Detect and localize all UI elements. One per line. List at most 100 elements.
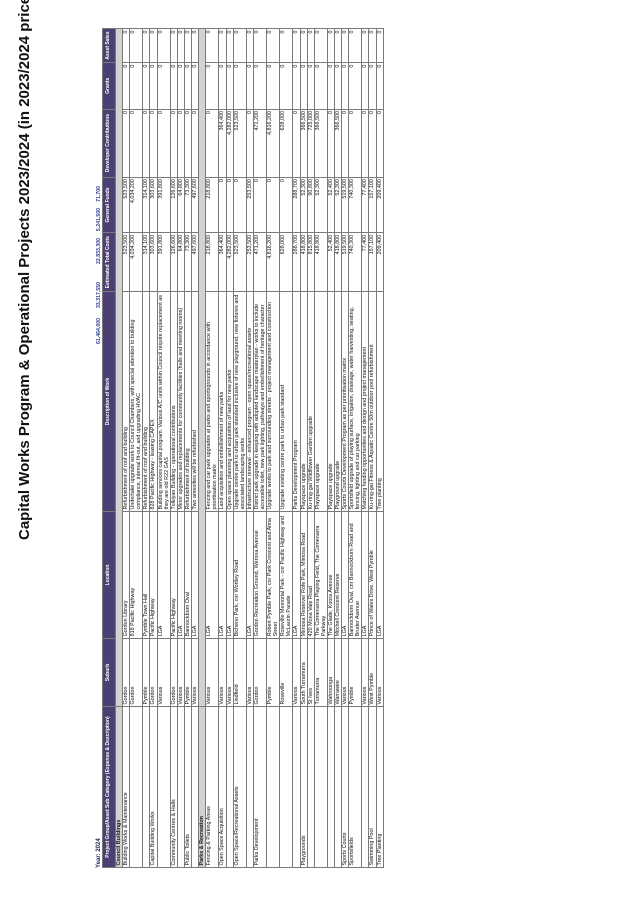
cell-developer-contributions: 0 (376, 109, 384, 178)
cell-location: Gordon Library (122, 511, 130, 639)
cell-general-funds: 126,600 (170, 177, 178, 233)
table-row: Parks Development Gordon Gordon Recreation… (253, 28, 267, 868)
cell-description: Land acquisition and embellishment of ne… (218, 291, 226, 512)
cell-general-funds: 77,400 (361, 177, 369, 233)
cell-developer-contributions: 0 (348, 109, 362, 178)
cell-general-funds: 73,300 (184, 177, 192, 233)
cell-general-funds: 0 (279, 177, 293, 233)
header-estimated-total: Estimated Total Costs (102, 232, 116, 292)
cell-location: LGA (191, 511, 199, 639)
cell-project-group (266, 706, 280, 868)
cell-location: Pacific Highway (170, 511, 178, 639)
cell-project-group: Open Space/Recreational Assets (233, 706, 247, 868)
cell-grants: 0 (307, 62, 315, 110)
table-row: Turramurra The Comenarra Playing Field, T… (314, 28, 328, 868)
cell-grants: 0 (266, 62, 280, 110)
cell-suburb: South Turramurra (300, 638, 308, 707)
cell-project-group (292, 706, 301, 868)
cell-grants: 0 (191, 62, 199, 110)
cell-asset-sales: 0 (334, 28, 342, 63)
cell-description: Refurbishment of roof and building (122, 291, 130, 512)
cell-location: Bannockburn Oval (184, 511, 192, 639)
cell-developer-contributions: 0 (327, 109, 335, 178)
cell-developer-contributions: 366,500 (300, 109, 308, 178)
cell-developer-contributions: 4,282,000 (226, 109, 234, 178)
cell-description: Playground upgrade (334, 291, 342, 512)
cell-project-group: Swimming Pool (368, 706, 377, 868)
cell-developer-contributions: 4,816,200 (266, 109, 280, 178)
cell-general-funds: 209,400 (376, 177, 384, 233)
cell-asset-sales: 0 (368, 28, 377, 63)
cell-general-funds: 314,100 (142, 177, 150, 233)
cell-suburb: Various (376, 638, 384, 707)
cell-project-group: Fencing & Parking Areas (205, 706, 219, 868)
table-row: Open Space/Recreational Assets Lindfield B… (233, 28, 247, 868)
section-row: Parks & Recreation (198, 28, 206, 868)
cell-description: District park upgrade in keeping with ad… (253, 291, 267, 512)
cell-developer-contributions: 0 (122, 109, 130, 178)
cell-description: Upgrade works to park and surrounding st… (266, 291, 280, 512)
cell-location: LGA (177, 511, 185, 639)
cell-estimated-total: 4,282,000 (226, 232, 234, 292)
cell-location: LGA (226, 511, 234, 639)
cell-description: Matching funding opportunities and desig… (361, 291, 369, 512)
cell-project-group: Tree Planting (376, 706, 384, 868)
cell-suburb: Various (191, 638, 199, 707)
cell-grants: 0 (205, 62, 219, 110)
cell-location: Pacific Highway (149, 511, 158, 639)
cell-asset-sales: 0 (226, 28, 234, 63)
table-row: Various LGA Two amenities will be refurbis… (191, 28, 199, 868)
table-row: Roseville Roseville Memorial Park - cnr P… (279, 28, 293, 868)
cell-general-funds: 523,500 (122, 177, 130, 233)
cell-location: LGA (157, 511, 171, 639)
cell-estimated-total: 740,300 (348, 232, 362, 292)
cell-asset-sales: 0 (184, 28, 192, 63)
cell-developer-contributions: 0 (292, 109, 301, 178)
cell-general-funds: 303,600 (149, 177, 158, 233)
section-row: Council Buildings (115, 28, 123, 868)
cell-suburb: Pymble (266, 638, 280, 707)
cell-description: Sports Courts Development Program as per… (341, 291, 349, 512)
cell-description: Refurbishment of building (184, 291, 192, 512)
cell-asset-sales: 0 (205, 28, 219, 63)
cell-estimated-total: 218,800 (205, 232, 219, 292)
cell-asset-sales: 0 (142, 28, 150, 63)
cell-project-group (191, 706, 199, 868)
table-row: Swimming Pool West Pymble Prince of Wales … (368, 28, 377, 868)
total-general-funds: 33,317,550 (95, 282, 102, 308)
header-location: Location (102, 511, 116, 639)
cell-asset-sales: 0 (177, 28, 185, 63)
cell-project-group (129, 706, 143, 868)
cell-general-funds: 0 (218, 177, 226, 233)
rotated-table-page: Year: 2024 61,464,000 33,317,550 22,833,… (94, 28, 384, 868)
cell-description: Playspace upgrade (327, 291, 335, 512)
cell-project-group (246, 706, 254, 868)
cell-developer-contributions: 471,200 (253, 109, 267, 178)
cell-developer-contributions: 364,400 (218, 109, 226, 178)
cell-estimated-total: 628,000 (279, 232, 293, 292)
cell-estimated-total: 4,816,200 (266, 232, 280, 292)
cell-project-group (361, 706, 369, 868)
cell-project-group (279, 706, 293, 868)
cell-suburb: Lindfield (233, 638, 247, 707)
cell-project-group (142, 706, 150, 868)
cell-estimated-total: 314,100 (142, 232, 150, 292)
cell-location: LGA (361, 511, 369, 639)
cell-suburb: Various (292, 638, 301, 707)
cell-location: LGA (292, 511, 301, 639)
cell-general-funds: 90,800 (307, 177, 315, 233)
section-title: Parks & Recreation (198, 706, 206, 868)
cell-description: Tulkiyan Building - operational contribu… (170, 291, 178, 512)
page-title: Capital Works Program & Operational Proj… (16, 0, 33, 540)
cell-estimated-total: 64,800 (177, 232, 185, 292)
cell-general-funds: 253,500 (246, 177, 254, 233)
cell-developer-contributions: 0 (341, 109, 349, 178)
cell-developer-contributions: 0 (246, 109, 254, 178)
section-title: Council Buildings (115, 706, 123, 868)
cell-developer-contributions: 0 (149, 109, 158, 178)
cell-developer-contributions: 0 (142, 109, 150, 178)
cell-grants: 0 (361, 62, 369, 110)
table-row: Fencing & Parking Areas Various LGA Fencing… (205, 28, 219, 868)
cell-project-group: Community Centres & Halls (170, 706, 178, 868)
cell-grants: 0 (218, 62, 226, 110)
